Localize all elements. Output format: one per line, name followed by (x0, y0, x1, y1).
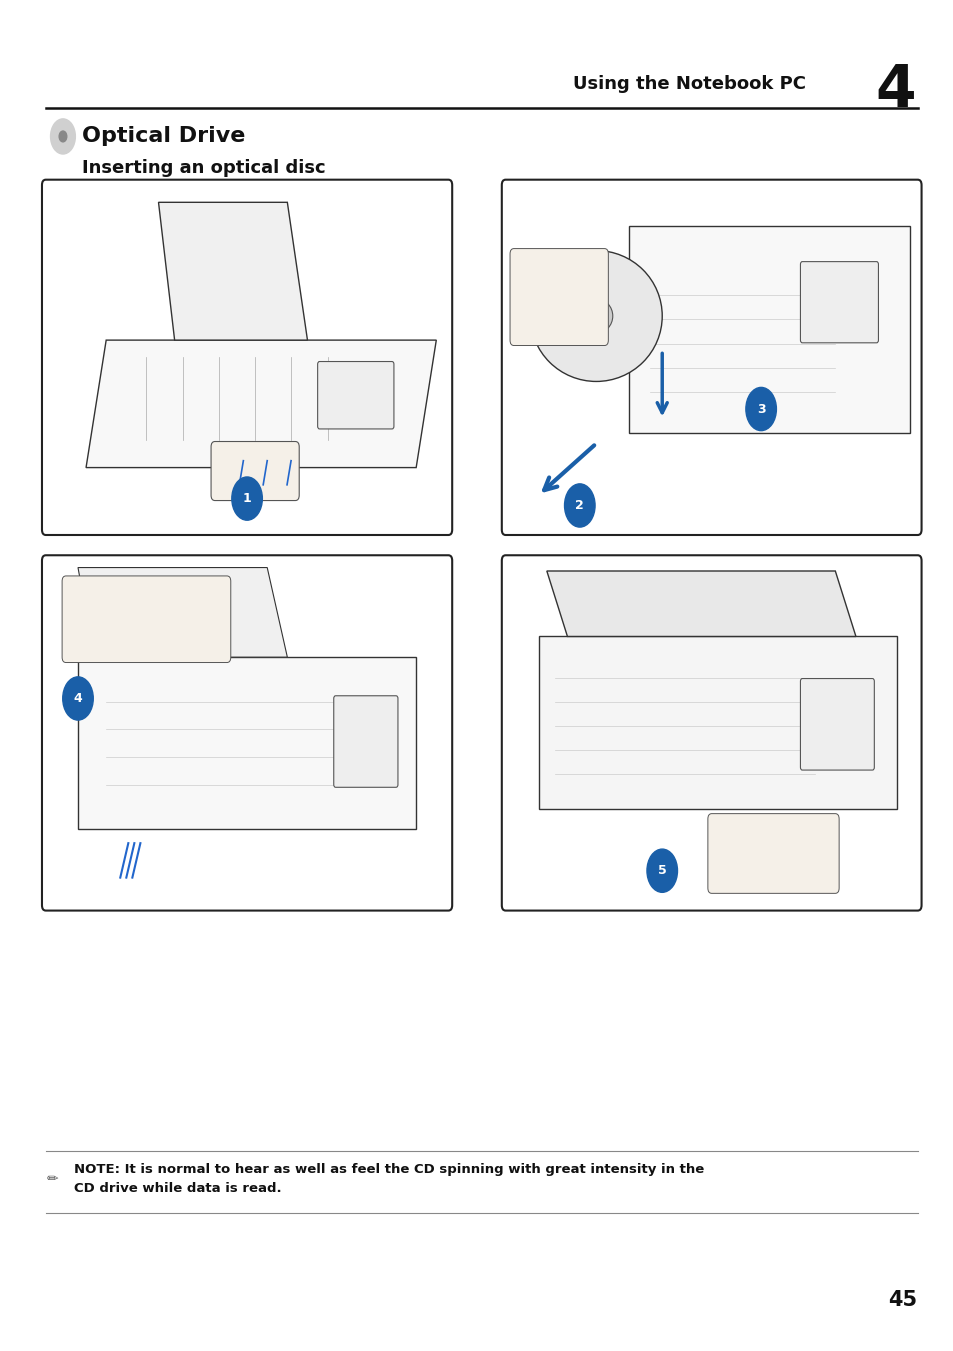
Circle shape (745, 388, 776, 431)
Polygon shape (158, 203, 307, 340)
Circle shape (59, 131, 67, 142)
Polygon shape (629, 227, 908, 434)
FancyBboxPatch shape (800, 678, 873, 770)
Text: 3: 3 (756, 403, 764, 416)
Text: 5: 5 (658, 865, 666, 877)
Circle shape (51, 119, 75, 154)
Polygon shape (78, 567, 287, 657)
FancyBboxPatch shape (42, 555, 452, 911)
FancyBboxPatch shape (42, 180, 452, 535)
Text: 4: 4 (874, 62, 915, 119)
Circle shape (232, 477, 262, 520)
Polygon shape (546, 571, 855, 636)
Text: 45: 45 (887, 1290, 917, 1309)
Text: ✏: ✏ (47, 1173, 58, 1186)
Text: 4: 4 (73, 692, 82, 705)
Polygon shape (538, 636, 896, 809)
Text: 1: 1 (242, 492, 252, 505)
Text: Optical Drive: Optical Drive (82, 127, 245, 146)
Text: Using the Notebook PC: Using the Notebook PC (573, 74, 805, 93)
FancyBboxPatch shape (501, 555, 921, 911)
FancyBboxPatch shape (510, 249, 608, 346)
FancyBboxPatch shape (62, 576, 231, 662)
Ellipse shape (530, 250, 661, 381)
FancyBboxPatch shape (501, 180, 921, 535)
FancyBboxPatch shape (334, 696, 397, 788)
Circle shape (564, 484, 595, 527)
Text: Inserting an optical disc: Inserting an optical disc (82, 158, 325, 177)
Circle shape (646, 848, 677, 892)
FancyBboxPatch shape (707, 813, 839, 893)
FancyBboxPatch shape (800, 262, 878, 343)
Circle shape (63, 677, 93, 720)
FancyBboxPatch shape (317, 362, 394, 430)
Polygon shape (86, 340, 436, 467)
Ellipse shape (579, 299, 612, 334)
Text: 2: 2 (575, 499, 583, 512)
FancyBboxPatch shape (211, 442, 299, 501)
Text: NOTE: It is normal to hear as well as feel the CD spinning with great intensity : NOTE: It is normal to hear as well as fe… (74, 1163, 704, 1196)
Polygon shape (78, 657, 416, 830)
